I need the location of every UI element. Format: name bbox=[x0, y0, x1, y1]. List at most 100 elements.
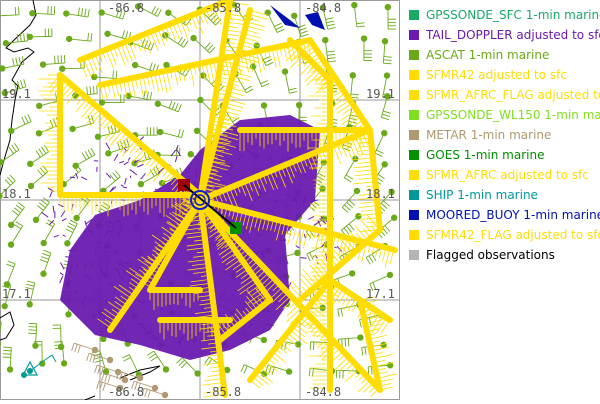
station-dot bbox=[188, 151, 194, 157]
legend-label: GPSSONDE_SFC 1-min marine bbox=[426, 8, 600, 22]
station-dot bbox=[319, 185, 325, 191]
station-dot bbox=[104, 31, 110, 37]
legend-swatch bbox=[409, 50, 419, 60]
legend-item[interactable]: MOORED_BUOY 1-min marine bbox=[409, 206, 600, 224]
station-dot bbox=[295, 341, 301, 347]
station-dot bbox=[354, 188, 360, 194]
station-dot bbox=[381, 130, 387, 136]
station-dot bbox=[165, 10, 171, 16]
station-dot bbox=[355, 213, 361, 219]
wind-observation-map[interactable]: -86.8 -85.8 -84.8 -86.8 -85.8 -84.8 19.1… bbox=[0, 0, 400, 400]
station-dot bbox=[155, 101, 161, 107]
legend-label: GPSSONDE_WL150 1-min marine bbox=[426, 108, 600, 122]
legend-item[interactable]: METAR 1-min marine bbox=[409, 126, 551, 144]
station-dot bbox=[72, 163, 78, 169]
station-dot bbox=[36, 103, 42, 109]
station-dot bbox=[132, 62, 138, 68]
legend-item[interactable]: GPSSONDE_WL150 1-min marine bbox=[409, 106, 600, 124]
legend-swatch bbox=[409, 70, 419, 80]
station-dot bbox=[27, 34, 33, 40]
legend-item[interactable]: SHIP 1-min marine bbox=[409, 186, 538, 204]
station-dot bbox=[282, 68, 288, 74]
station-dot bbox=[163, 366, 169, 372]
legend-item[interactable]: Flagged observations bbox=[409, 246, 555, 264]
legend-swatch bbox=[409, 190, 419, 200]
legend-swatch bbox=[409, 90, 419, 100]
station-dot bbox=[357, 334, 363, 340]
station-dot bbox=[382, 38, 388, 44]
station-dot bbox=[66, 36, 72, 42]
station-dot bbox=[92, 347, 98, 353]
station-dot bbox=[7, 366, 13, 372]
station-dot bbox=[8, 128, 14, 134]
station-dot bbox=[105, 150, 111, 156]
legend-label: SFMR_AFRC_FLAG adjusted to sfc bbox=[426, 88, 600, 102]
lat-label-right: 18.1 bbox=[366, 187, 395, 201]
station-dot bbox=[291, 13, 297, 19]
legend-label: GOES 1-min marine bbox=[426, 148, 544, 162]
station-dot bbox=[387, 272, 393, 278]
station-dot bbox=[157, 129, 163, 135]
station-dot bbox=[194, 370, 200, 376]
legend-item[interactable]: ASCAT 1-min marine bbox=[409, 46, 549, 64]
station-dot bbox=[190, 35, 196, 41]
legend-item[interactable]: SFMR42_FLAG adjusted to sfc bbox=[409, 226, 600, 244]
lon-label-top: -85.8 bbox=[205, 1, 241, 15]
lat-label-left: 18.1 bbox=[2, 187, 31, 201]
station-dot bbox=[3, 40, 9, 46]
station-dot bbox=[381, 161, 387, 167]
lon-label-top: -84.8 bbox=[305, 1, 341, 15]
legend-swatch bbox=[409, 250, 419, 260]
legend-swatch bbox=[409, 170, 419, 180]
station-dot bbox=[32, 343, 38, 349]
station-dot bbox=[1, 303, 7, 309]
station-dot bbox=[200, 72, 206, 78]
station-dot bbox=[98, 9, 104, 15]
legend-swatch bbox=[409, 130, 419, 140]
lat-label-left: 19.1 bbox=[2, 87, 31, 101]
legend-item[interactable]: TAIL_DOPPLER adjusted to sfc bbox=[409, 26, 600, 44]
station-dot bbox=[294, 250, 300, 256]
lon-label-bottom: -86.8 bbox=[108, 385, 144, 399]
station-dot bbox=[41, 240, 47, 246]
station-dot bbox=[286, 368, 292, 374]
legend-swatch bbox=[409, 150, 419, 160]
lat-label-left: 17.1 bbox=[2, 287, 31, 301]
station-dot bbox=[391, 215, 397, 221]
station-dot bbox=[40, 61, 46, 67]
station-dot bbox=[95, 134, 101, 140]
station-dot bbox=[163, 62, 169, 68]
legend-item[interactable]: GOES 1-min marine bbox=[409, 146, 544, 164]
legend-item[interactable]: SFMR_AFRC_FLAG adjusted to sfc bbox=[409, 86, 600, 104]
map-canvas: -86.8 -85.8 -84.8 -86.8 -85.8 -84.8 19.1… bbox=[0, 0, 400, 400]
lon-label-top: -86.8 bbox=[108, 1, 144, 15]
legend-label: SHIP 1-min marine bbox=[426, 188, 538, 202]
station-dot bbox=[65, 311, 71, 317]
lon-label-bottom: -85.8 bbox=[205, 385, 241, 399]
legend-item[interactable]: GPSSONDE_SFC 1-min marine bbox=[409, 6, 600, 24]
station-dot bbox=[69, 126, 75, 132]
legend-swatch bbox=[409, 110, 419, 120]
legend-label: MOORED_BUOY 1-min marine bbox=[426, 208, 600, 222]
station-dot bbox=[351, 2, 357, 8]
legend-item[interactable]: SFMR_AFRC adjusted to sfc bbox=[409, 166, 589, 184]
station-dot bbox=[322, 37, 328, 43]
legend-label: METAR 1-min marine bbox=[426, 128, 551, 142]
station-dot bbox=[361, 35, 367, 41]
station-dot bbox=[261, 337, 267, 343]
legend-swatch bbox=[409, 10, 419, 20]
legend-label: ASCAT 1-min marine bbox=[426, 48, 549, 62]
station-dot bbox=[27, 161, 33, 167]
station-dot bbox=[33, 217, 39, 223]
legend-label: Flagged observations bbox=[426, 248, 555, 262]
legend-label: SFMR_AFRC adjusted to sfc bbox=[426, 168, 589, 182]
station-dot bbox=[194, 128, 200, 134]
legend-item[interactable]: SFMR42 adjusted to sfc bbox=[409, 66, 567, 84]
station-dot bbox=[138, 181, 144, 187]
station-dot bbox=[162, 392, 168, 398]
legend-label: TAIL_DOPPLER adjusted to sfc bbox=[426, 28, 600, 42]
lon-label-bottom: -84.8 bbox=[305, 385, 341, 399]
legend-swatch bbox=[409, 210, 419, 220]
station-dot bbox=[261, 102, 267, 108]
station-dot bbox=[107, 357, 113, 363]
